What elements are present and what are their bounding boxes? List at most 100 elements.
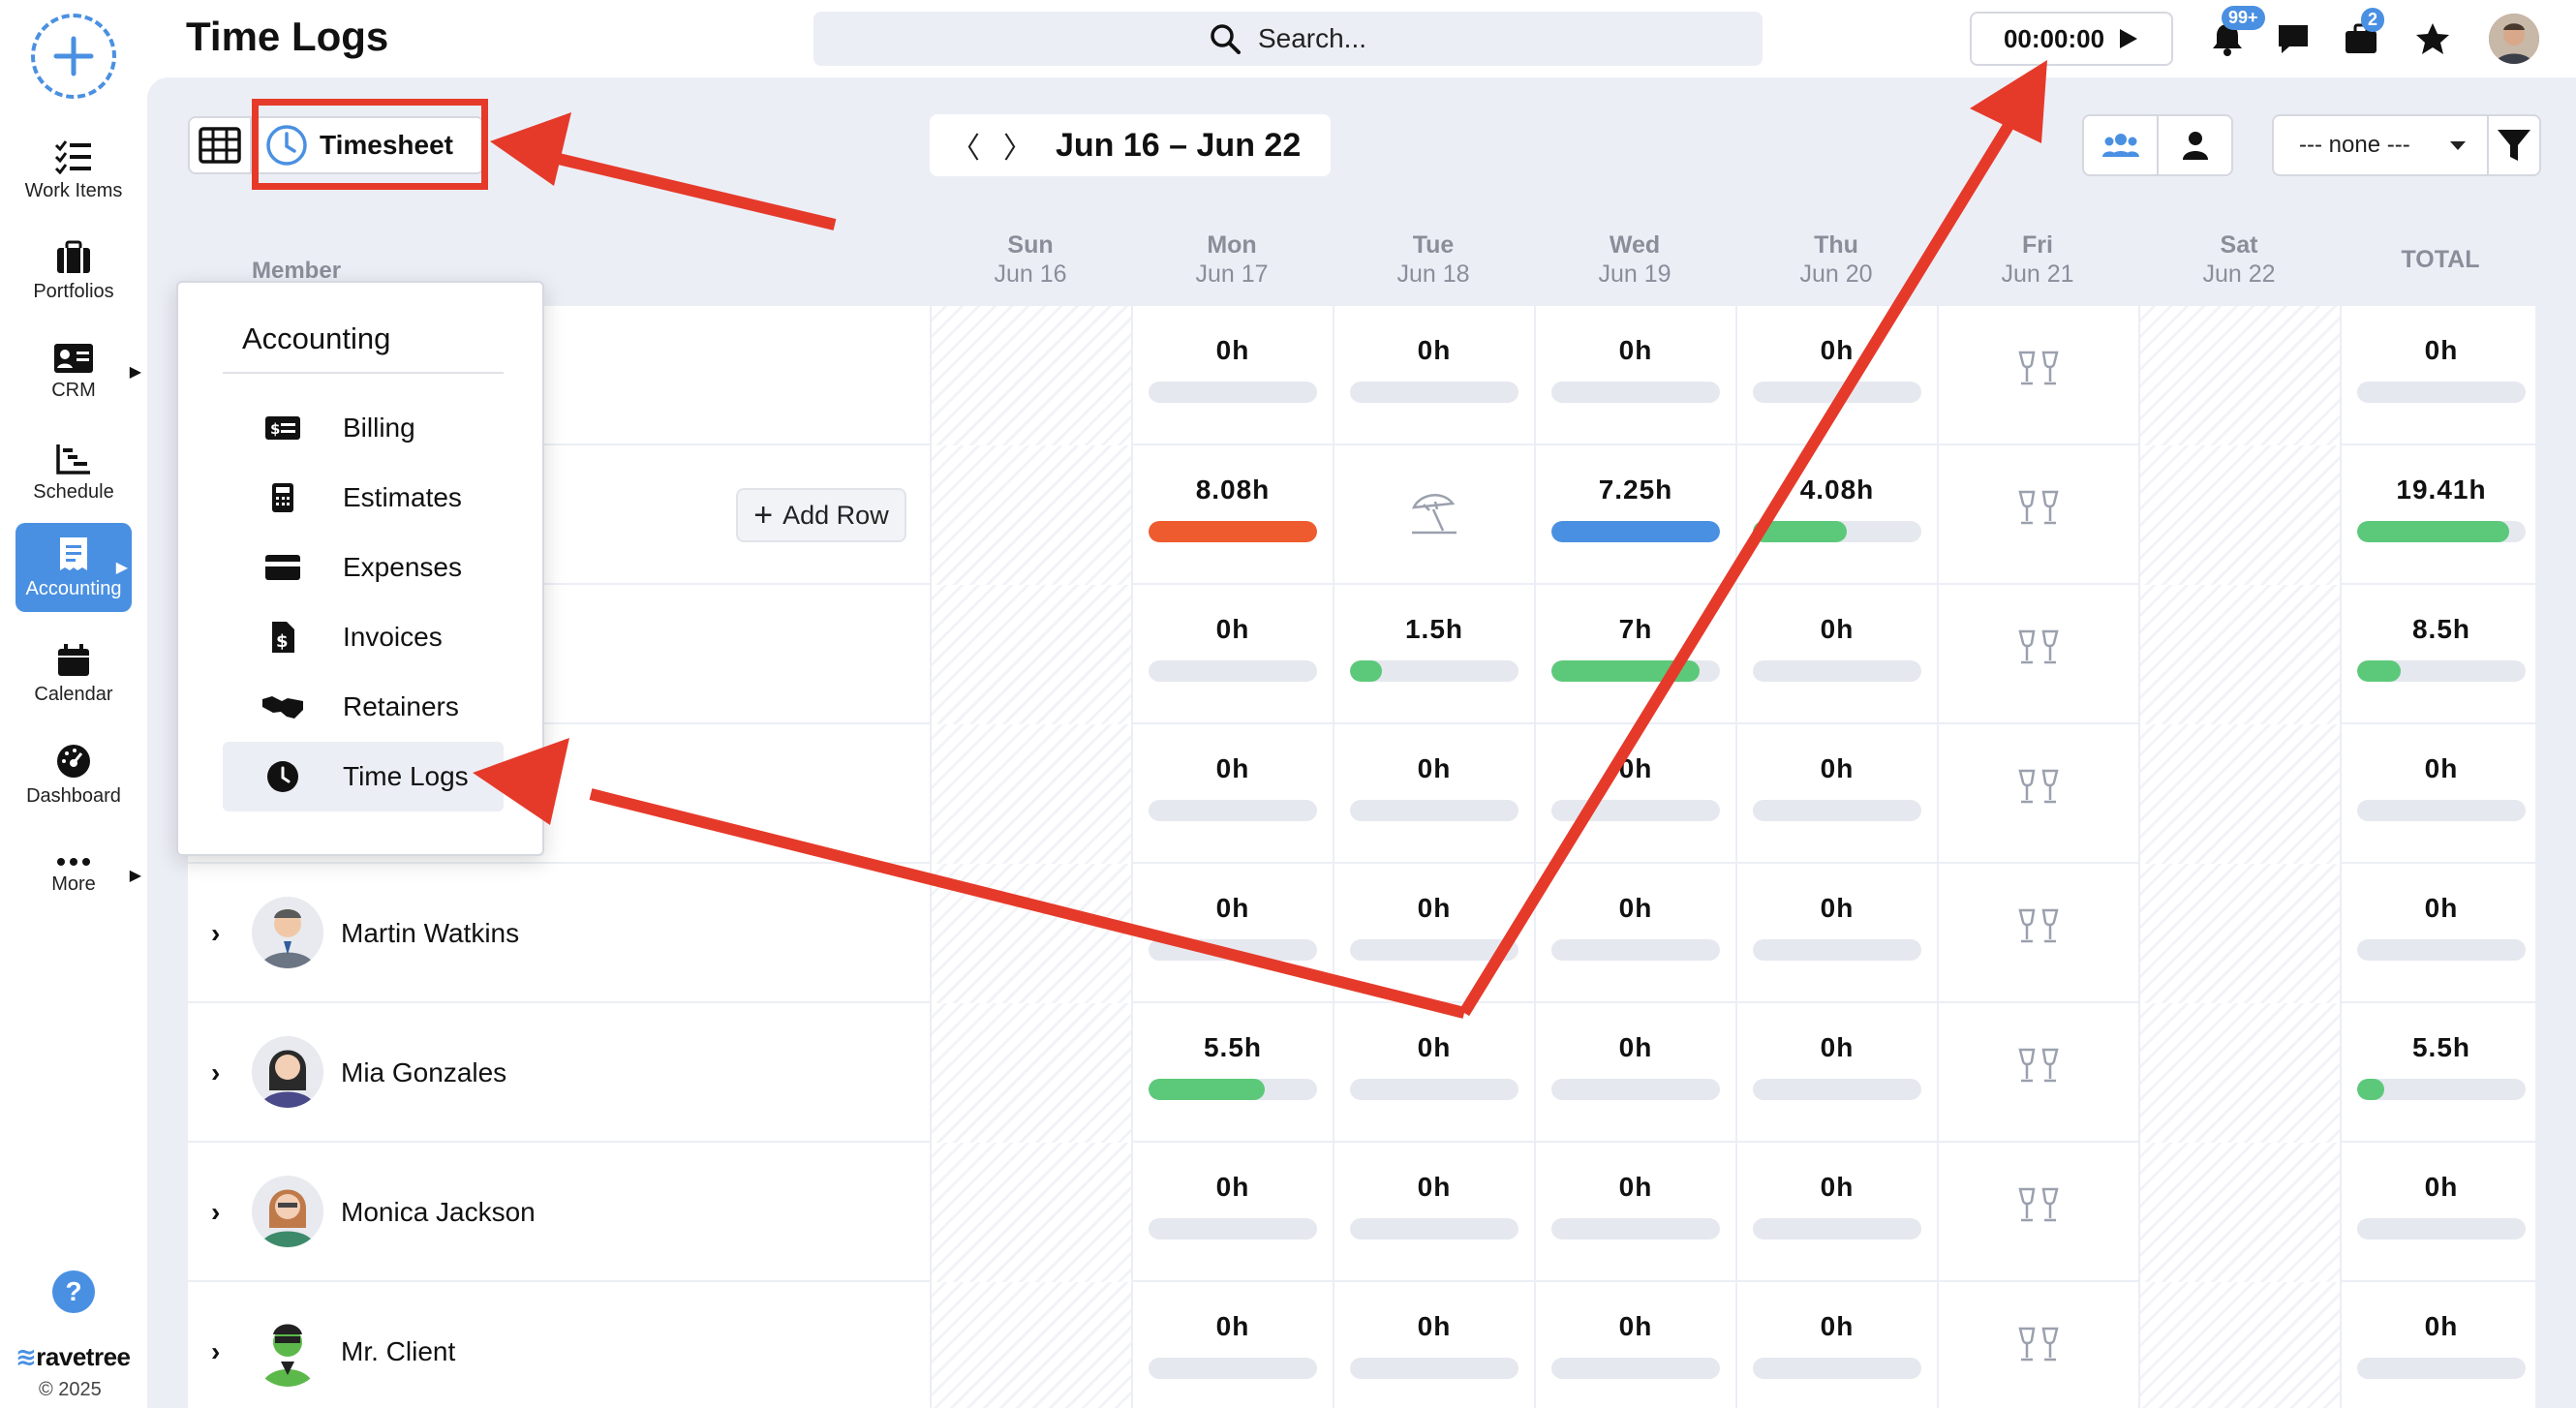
weekend-cell[interactable] — [2138, 1143, 2340, 1282]
hours-cell[interactable]: 1.5h — [1333, 585, 1534, 724]
favorites-button[interactable] — [2413, 19, 2452, 58]
table-row[interactable]: › Monica Jackson 0h 0h 0h 0h 0h — [188, 1143, 2535, 1282]
holiday-cell[interactable] — [1937, 864, 2138, 1003]
notifications-button[interactable]: 99+ — [2208, 6, 2265, 58]
expand-row-chevron-icon[interactable]: › — [211, 1057, 221, 1087]
weekend-cell[interactable] — [2138, 585, 2340, 724]
weekend-cell[interactable] — [930, 585, 1131, 724]
menu-item-retainers[interactable]: Retainers — [223, 672, 504, 742]
menu-item-billing[interactable]: $ Billing — [223, 393, 504, 463]
sidebar-item-accounting[interactable]: Accounting ▶ — [15, 523, 132, 612]
time-off-cell[interactable] — [1333, 445, 1534, 585]
hours-cell[interactable]: 0h — [1735, 724, 1937, 864]
weekend-cell[interactable] — [930, 306, 1131, 445]
hours-cell[interactable]: 0h — [1333, 1282, 1534, 1408]
sidebar-item-crm[interactable]: CRM ▶ — [15, 327, 141, 416]
expand-row-chevron-icon[interactable]: › — [211, 1197, 221, 1227]
weekend-cell[interactable] — [2138, 724, 2340, 864]
weekend-cell[interactable] — [930, 1282, 1131, 1408]
holiday-cell[interactable] — [1937, 445, 2138, 585]
table-row[interactable]: › Mr. Client 0h 0h 0h 0h 0h — [188, 1282, 2535, 1408]
expand-row-chevron-icon[interactable]: › — [211, 1336, 221, 1366]
hours-cell[interactable]: 0h — [1131, 864, 1333, 1003]
holiday-cell[interactable] — [1937, 306, 2138, 445]
hours-cell[interactable]: 0h — [1735, 864, 1937, 1003]
hours-cell[interactable]: 7.25h — [1534, 445, 1735, 585]
hours-cell[interactable]: 0h — [1333, 1003, 1534, 1143]
weekend-cell[interactable] — [930, 1003, 1131, 1143]
menu-item-time-logs[interactable]: Time Logs — [223, 742, 504, 811]
annotation-highlight-box — [252, 99, 488, 190]
prev-week-button[interactable]: 〈 — [951, 133, 980, 165]
weekend-cell[interactable] — [930, 864, 1131, 1003]
team-view-button[interactable] — [2084, 116, 2159, 174]
hours-cell[interactable]: 0h — [1131, 585, 1333, 724]
hours-cell[interactable]: 0h — [1333, 864, 1534, 1003]
hours-cell[interactable]: 0h — [1534, 724, 1735, 864]
holiday-cell[interactable] — [1937, 1143, 2138, 1282]
weekend-cell[interactable] — [2138, 1282, 2340, 1408]
menu-item-invoices[interactable]: $ Invoices — [223, 602, 504, 672]
weekend-cell[interactable] — [2138, 1003, 2340, 1143]
sidebar-item-dashboard[interactable]: Dashboard — [15, 730, 132, 819]
sidebar-item-work-items[interactable]: Work Items — [15, 126, 132, 215]
user-avatar[interactable] — [2489, 14, 2539, 64]
menu-item-estimates[interactable]: Estimates — [223, 463, 504, 533]
next-week-button[interactable]: 〉 — [1003, 133, 1032, 165]
grid-view-button[interactable] — [190, 118, 252, 172]
weekend-cell[interactable] — [930, 1143, 1131, 1282]
create-new-button[interactable] — [31, 14, 116, 99]
hours-cell[interactable]: 0h — [1333, 1143, 1534, 1282]
table-row[interactable]: › Martin Watkins 0h 0h 0h 0h 0h — [188, 864, 2535, 1003]
hours-cell[interactable]: 7h — [1534, 585, 1735, 724]
hours-cell[interactable]: 0h — [1735, 1003, 1937, 1143]
hours-cell[interactable]: 5.5h — [1131, 1003, 1333, 1143]
sidebar-item-more[interactable]: More ▶ — [15, 831, 141, 920]
hours-cell[interactable]: 0h — [1333, 724, 1534, 864]
help-button[interactable]: ? — [52, 1270, 95, 1313]
filter-button[interactable] — [2487, 114, 2541, 176]
sidebar-item-schedule[interactable]: Schedule — [15, 428, 132, 517]
expand-row-chevron-icon[interactable]: › — [211, 918, 221, 948]
weekend-cell[interactable] — [930, 724, 1131, 864]
hours-cell[interactable]: 0h — [1735, 1282, 1937, 1408]
hours-cell[interactable]: 0h — [1735, 585, 1937, 724]
hours-cell[interactable]: 0h — [1534, 864, 1735, 1003]
holiday-cell[interactable] — [1937, 1003, 2138, 1143]
holiday-cell[interactable] — [1937, 724, 2138, 864]
menu-item-expenses[interactable]: Expenses — [223, 533, 504, 602]
filter-icon — [2498, 130, 2530, 161]
progress-bar-fill — [1551, 521, 1720, 542]
hours-cell[interactable]: 0h — [1534, 306, 1735, 445]
hours-cell[interactable]: 0h — [1735, 306, 1937, 445]
timer-button[interactable]: 00:00:00 — [1970, 12, 2173, 66]
add-row-button[interactable]: + Add Row — [736, 488, 906, 542]
hours-cell[interactable]: 0h — [1131, 1143, 1333, 1282]
hours-cell[interactable]: 0h — [1131, 724, 1333, 864]
sidebar-item-portfolios[interactable]: Portfolios — [15, 227, 132, 316]
table-row[interactable]: › Mia Gonzales 5.5h 0h 0h 0h 5.5h — [188, 1003, 2535, 1143]
holiday-cell[interactable] — [1937, 585, 2138, 724]
weekend-cell[interactable] — [2138, 864, 2340, 1003]
hours-cell[interactable]: 0h — [1333, 306, 1534, 445]
caret-right-icon: ▶ — [129, 364, 141, 381]
group-by-select[interactable]: --- none --- — [2272, 114, 2489, 176]
hours-cell[interactable]: 0h — [1735, 1143, 1937, 1282]
hours-cell[interactable]: 0h — [1534, 1143, 1735, 1282]
weekend-cell[interactable] — [2138, 306, 2340, 445]
hours-cell[interactable]: 0h — [1534, 1003, 1735, 1143]
timesheet-view-button[interactable]: Timesheet — [252, 124, 453, 167]
hours-cell[interactable]: 4.08h — [1735, 445, 1937, 585]
sidebar-item-calendar[interactable]: Calendar — [15, 629, 132, 719]
hours-cell[interactable]: 0h — [1534, 1282, 1735, 1408]
holiday-cell[interactable] — [1937, 1282, 2138, 1408]
single-user-view-button[interactable] — [2159, 116, 2231, 174]
hours-cell[interactable]: 0h — [1131, 306, 1333, 445]
weekend-cell[interactable] — [2138, 445, 2340, 585]
search-input[interactable]: Search... — [813, 12, 1763, 66]
inbox-button[interactable]: 2 — [2342, 8, 2385, 58]
hours-cell[interactable]: 8.08h — [1131, 445, 1333, 585]
hours-cell[interactable]: 0h — [1131, 1282, 1333, 1408]
messages-button[interactable] — [2274, 19, 2313, 58]
weekend-cell[interactable] — [930, 445, 1131, 585]
